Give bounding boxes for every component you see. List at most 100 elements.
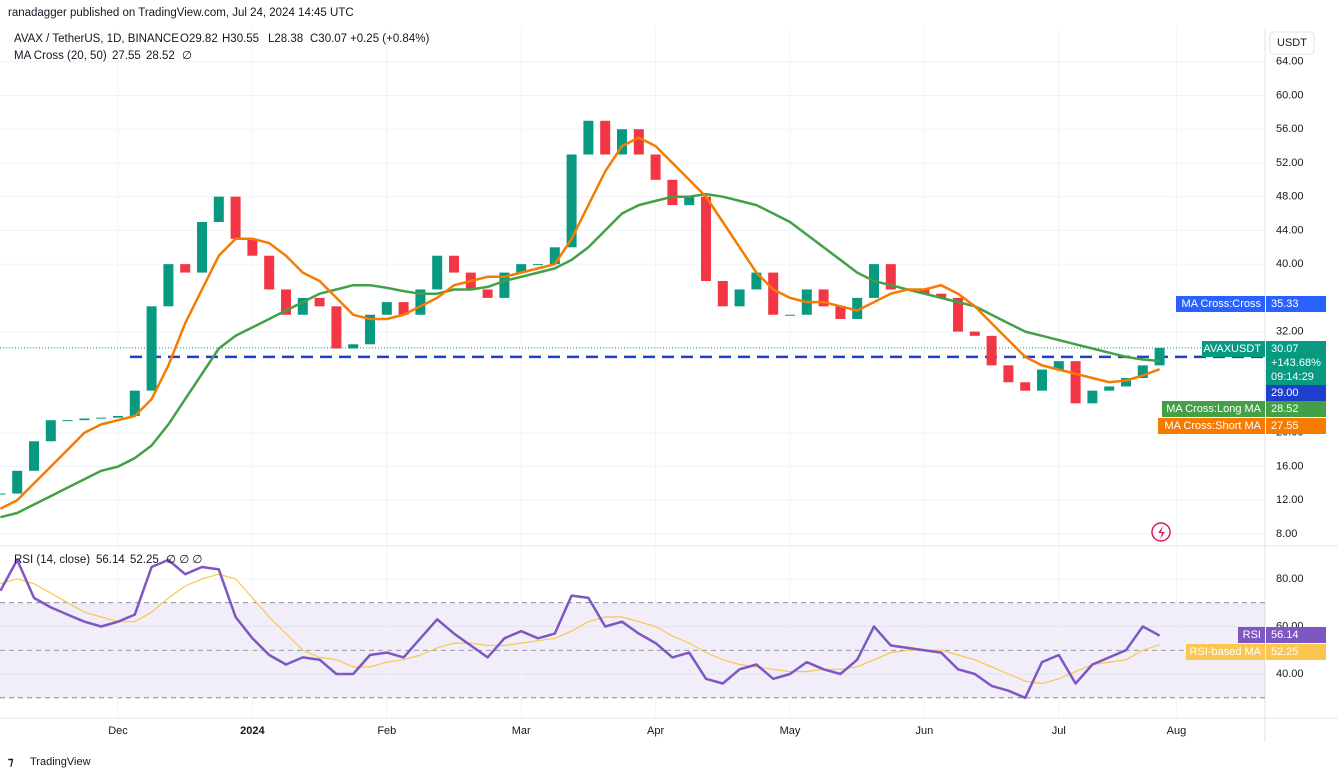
candle	[885, 264, 896, 290]
candle	[533, 264, 543, 266]
candle	[936, 293, 947, 298]
indicator-name: MA Cross (20, 50)	[14, 50, 107, 62]
candle	[566, 154, 577, 248]
candle	[79, 418, 90, 421]
y-tick-label: 64.00	[1276, 56, 1304, 68]
countdown: 09:14:29	[1271, 371, 1314, 383]
series-line	[0, 573, 1160, 685]
candle	[734, 289, 745, 307]
ohlc-value: L28.38	[268, 33, 303, 45]
y-tick-label: 60.00	[1276, 89, 1304, 101]
empty: ∅ ∅ ∅	[166, 554, 202, 566]
candle	[365, 314, 375, 345]
candle	[650, 154, 661, 180]
y-tick-label: 16.00	[1276, 460, 1304, 472]
candle	[1154, 347, 1165, 366]
unit-button[interactable]	[1269, 31, 1315, 55]
tag-name: RSI	[1243, 629, 1261, 641]
x-tick-label: Feb	[377, 725, 396, 737]
candle	[29, 441, 39, 471]
x-tick-label: 2024	[240, 725, 265, 737]
candle	[1053, 361, 1064, 370]
rsi-title: RSI (14, close)	[14, 554, 90, 566]
candle	[432, 255, 443, 290]
candle	[701, 196, 711, 282]
candle	[969, 331, 980, 336]
tag-value-box	[1266, 401, 1326, 417]
y-tick-label: 48.00	[1276, 191, 1304, 203]
tag-value-box	[1266, 627, 1326, 643]
candle	[197, 221, 207, 273]
candle	[297, 297, 308, 315]
candle	[12, 470, 23, 494]
price-tag-box	[1266, 341, 1326, 385]
candle	[549, 247, 560, 265]
candle	[482, 289, 493, 298]
overlay: 64.00 60.00 56.00 52.00 48.00 44.00 40.00 32.00…	[14, 33, 1326, 737]
candle	[953, 297, 963, 332]
tag-value-box	[1266, 418, 1326, 434]
event-bolt	[1158, 526, 1165, 539]
candle	[348, 344, 359, 349]
candle	[415, 289, 426, 315]
candle	[835, 306, 846, 319]
axis-unit[interactable]: USDT	[1277, 37, 1307, 49]
candle	[381, 302, 392, 315]
candle	[499, 272, 510, 298]
candle	[785, 314, 795, 316]
long-ma-value: 28.52	[146, 50, 175, 62]
x-tick-label: Jun	[916, 725, 934, 737]
price-pane	[0, 28, 1265, 545]
x-tick-label: Jul	[1052, 725, 1066, 737]
ohlc-value: H30.55	[222, 33, 259, 45]
tag-value: 28.52	[1271, 403, 1299, 415]
candle	[146, 306, 157, 391]
price-change: +143.68%	[1271, 357, 1321, 369]
candle	[264, 255, 275, 290]
y-tick-label: 40.00	[1276, 258, 1304, 270]
candle	[230, 196, 241, 239]
series-line	[0, 558, 1161, 700]
tag-value: 29.00	[1271, 387, 1299, 399]
candle	[751, 272, 762, 290]
candle	[1087, 390, 1098, 404]
candle	[919, 289, 930, 294]
candle	[1070, 361, 1081, 404]
candle	[818, 289, 829, 307]
price-name-box	[1202, 341, 1265, 357]
candle	[180, 264, 191, 273]
candle	[113, 415, 123, 418]
x-tick-label: Apr	[647, 725, 664, 737]
ohlc-value: O29.82	[180, 33, 218, 45]
logo-mark: ⁊	[8, 756, 14, 768]
x-tick-label: May	[780, 725, 801, 737]
tag-name-box	[1186, 644, 1265, 660]
candle	[986, 335, 997, 366]
tag-name-box	[1158, 418, 1265, 434]
candle	[247, 238, 258, 256]
candle	[583, 120, 594, 155]
tag-name: MA Cross:Short MA	[1164, 420, 1261, 432]
tag-value: 52.25	[1271, 646, 1299, 658]
x-tick-label: Dec	[108, 725, 128, 737]
candle	[1104, 386, 1115, 391]
tag-name-box	[1238, 627, 1265, 643]
tag-value-box	[1266, 296, 1326, 312]
candle	[684, 196, 695, 206]
tag-value: 56.14	[1271, 629, 1299, 641]
candle	[1137, 365, 1148, 379]
empty: ∅	[182, 50, 192, 62]
y-tick-label: 8.00	[1276, 528, 1297, 540]
candle	[617, 129, 627, 155]
series-line	[0, 192, 1160, 519]
y-tick-label: 80.00	[1276, 573, 1304, 585]
tag-name: MA Cross:Long MA	[1166, 403, 1261, 415]
y-tick-label: 32.00	[1276, 326, 1304, 338]
candle	[129, 390, 140, 416]
ohlc-value: C30.07	[310, 33, 347, 45]
price-name: AVAXUSDT	[1203, 343, 1261, 355]
tag-value-box	[1266, 385, 1326, 401]
tag-value: 27.55	[1271, 420, 1299, 432]
y-tick-label: 40.00	[1276, 668, 1304, 680]
candle	[96, 417, 107, 419]
